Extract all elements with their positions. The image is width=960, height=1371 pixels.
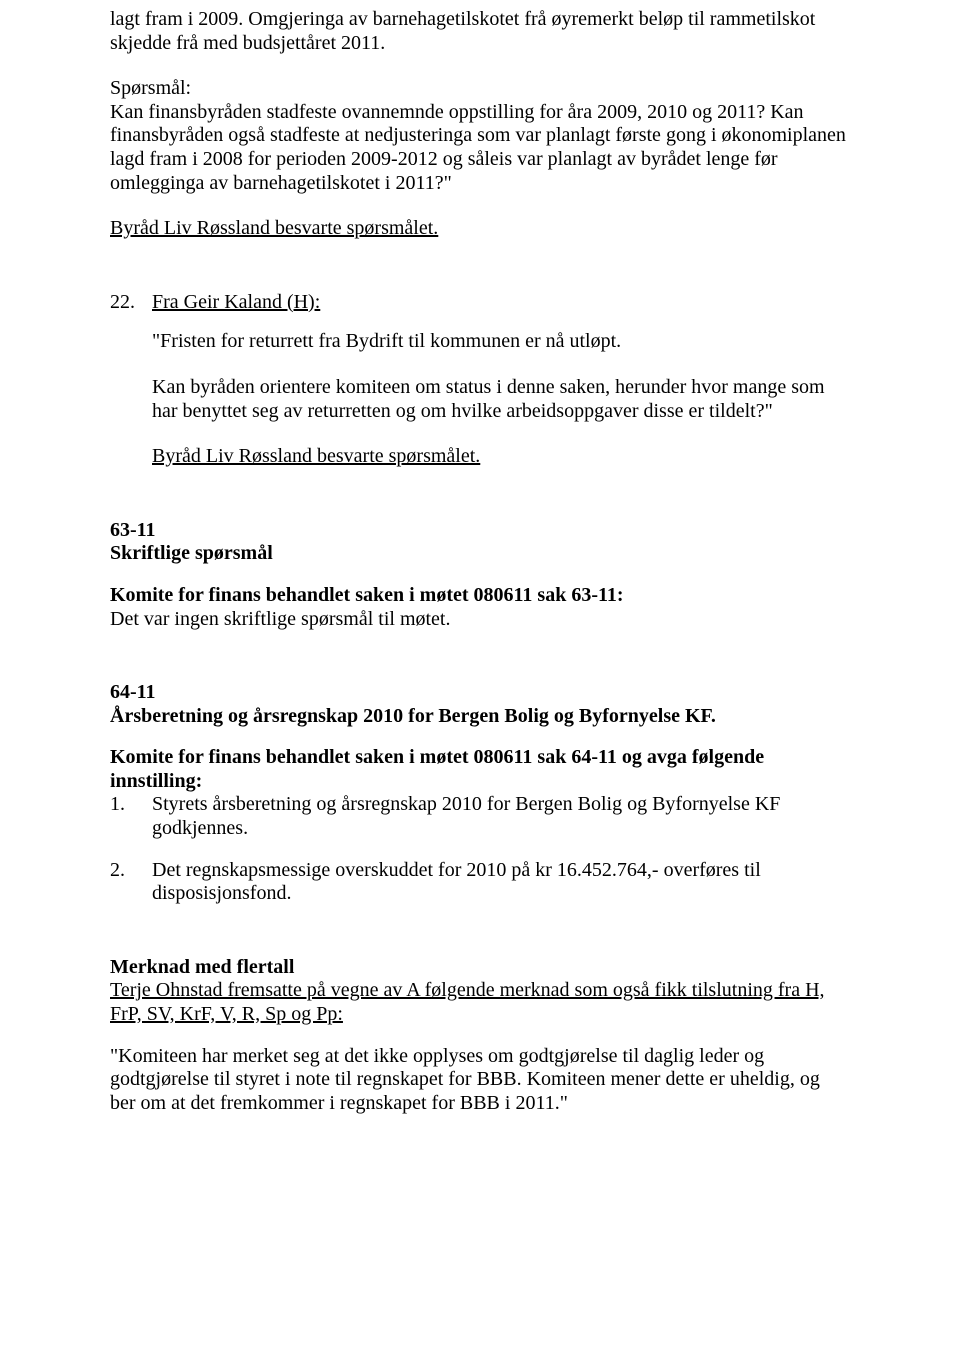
- case-63-body: Det var ingen skriftlige spørsmål til mø…: [110, 608, 850, 632]
- case-64-id: 64-11: [110, 681, 850, 705]
- merknad-heading: Merknad med flertall: [110, 956, 850, 980]
- item-from: Fra Geir Kaland (H):: [152, 291, 850, 315]
- sporsmal-label: Spørsmål:: [110, 77, 850, 101]
- item-22-quote2: Kan byråden orientere komiteen om status…: [152, 376, 850, 423]
- merknad-block: Merknad med flertall Terje Ohnstad frems…: [110, 956, 850, 1116]
- point-number: 1.: [110, 793, 152, 840]
- merknad-quote: "Komiteen har merket seg at det ikke opp…: [110, 1045, 850, 1116]
- merknad-intro: Terje Ohnstad fremsatte på vegne av A fø…: [110, 979, 850, 1026]
- point-text: Det regnskapsmessige overskuddet for 201…: [152, 859, 850, 906]
- sporsmal-block: Spørsmål: Kan finansbyråden stadfeste ov…: [110, 77, 850, 195]
- item-22-body: "Fristen for returrett fra Bydrift til k…: [152, 330, 850, 468]
- case-63-title: Skriftlige spørsmål: [110, 542, 850, 566]
- case-63-id: 63-11: [110, 519, 850, 543]
- case-63: 63-11 Skriftlige spørsmål Komite for fin…: [110, 519, 850, 631]
- case-64-point-1: 1. Styrets årsberetning og årsregnskap 2…: [110, 793, 850, 840]
- case-64-title: Årsberetning og årsregnskap 2010 for Ber…: [110, 705, 850, 729]
- case-64: 64-11 Årsberetning og årsregnskap 2010 f…: [110, 681, 850, 906]
- case-63-handled: Komite for finans behandlet saken i møte…: [110, 584, 850, 608]
- document-page: lagt fram i 2009. Omgjeringa av barnehag…: [0, 0, 960, 1371]
- intro-paragraph-1: lagt fram i 2009. Omgjeringa av barnehag…: [110, 8, 850, 55]
- answered-by-1: Byråd Liv Røssland besvarte spørsmålet.: [110, 217, 850, 241]
- item-22: 22. Fra Geir Kaland (H):: [110, 291, 850, 315]
- item-number: 22.: [110, 291, 152, 315]
- case-64-handled: Komite for finans behandlet saken i møte…: [110, 746, 850, 793]
- point-number: 2.: [110, 859, 152, 906]
- item-22-quote1: "Fristen for returrett fra Bydrift til k…: [152, 330, 850, 354]
- answered-by-2: Byråd Liv Røssland besvarte spørsmålet.: [152, 445, 850, 469]
- point-text: Styrets årsberetning og årsregnskap 2010…: [152, 793, 850, 840]
- case-64-point-2: 2. Det regnskapsmessige overskuddet for …: [110, 859, 850, 906]
- intro-paragraph-2: Kan finansbyråden stadfeste ovannemnde o…: [110, 101, 850, 195]
